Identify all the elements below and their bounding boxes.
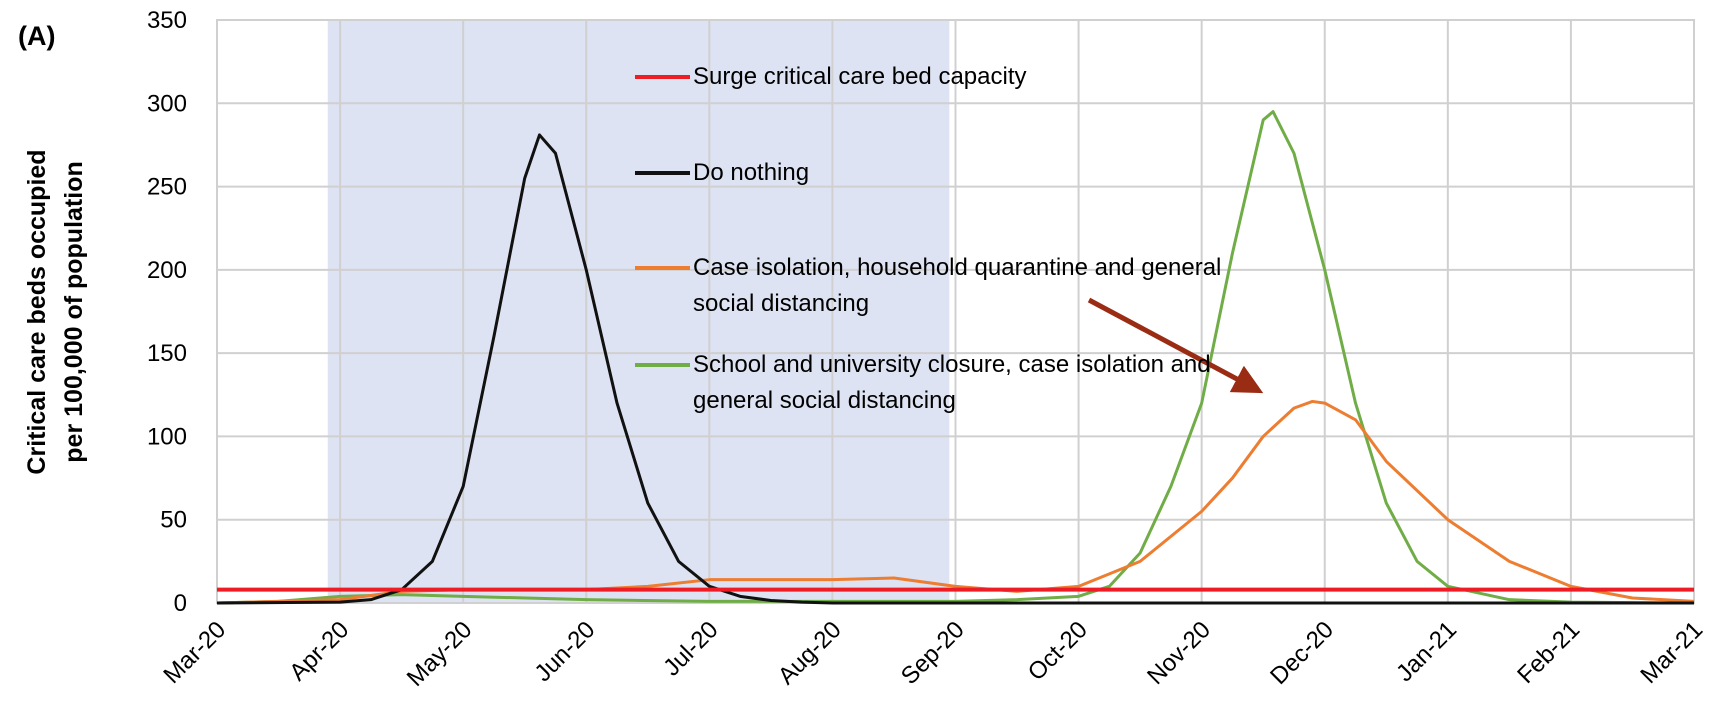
y-tick-label: 200 [147,257,187,284]
x-tick-label: Sep-20 [896,616,970,690]
x-tick-label: Oct-20 [1023,616,1093,686]
legend-label: Do nothing [693,159,810,186]
series-line [216,133,1694,605]
series-line [216,110,1695,605]
panel-label: (A) [18,21,55,51]
x-tick-label: Jan-21 [1391,616,1462,687]
legend-label: Surge critical care bed capacity [693,63,1027,90]
x-tick-label: Apr-20 [284,616,354,686]
y-tick-label: 50 [160,507,187,534]
x-tick-label: Jul-20 [658,616,723,681]
arrow [1087,297,1264,394]
y-tick-label: 0 [174,590,187,617]
x-tick-label: May-20 [402,616,478,692]
shaded-region [327,20,950,603]
x-tick-label: Dec-20 [1265,616,1339,690]
x-tick-label: Aug-20 [773,616,847,690]
y-axis-label: per 100,000 of population [60,161,88,462]
x-tick-label: Mar-21 [1635,616,1708,689]
x-tick-label: Jun-20 [530,616,601,687]
x-tick-label: Nov-20 [1142,616,1216,690]
y-tick-label: 100 [147,423,187,450]
x-tick-label: Mar-20 [158,616,231,689]
legend-label: School and university closure, case isol… [693,351,1211,414]
y-tick-label: 300 [147,90,187,117]
y-axis-label: Critical care beds occupied [23,149,51,474]
y-tick-label: 250 [147,174,187,201]
y-tick-label: 150 [147,340,187,367]
x-tick-label: Feb-21 [1512,616,1585,689]
legend-label: Case isolation, household quarantine and… [693,254,1222,317]
y-tick-label: 350 [147,7,187,34]
